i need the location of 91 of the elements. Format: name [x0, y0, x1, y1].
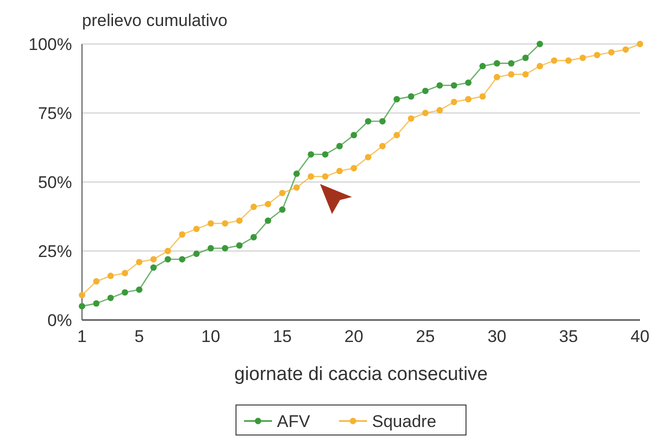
point [178, 256, 186, 262]
x-tick-label: 5 [134, 327, 144, 346]
point [293, 170, 300, 177]
point [394, 96, 400, 102]
point [222, 245, 228, 252]
point [422, 110, 429, 116]
point [436, 107, 443, 114]
x-tick-label: 30 [487, 327, 506, 346]
point [250, 204, 257, 210]
point [322, 151, 328, 158]
point [122, 270, 128, 276]
point [264, 200, 272, 208]
x-tick-label: 40 [630, 327, 650, 346]
point [193, 250, 200, 257]
x-tick-label: 35 [559, 327, 578, 346]
x-tick-label: 20 [344, 327, 364, 346]
legend-label: AFV [277, 412, 311, 431]
point [150, 264, 157, 271]
point [308, 151, 314, 158]
point [450, 82, 458, 89]
point [93, 300, 100, 307]
point [394, 132, 400, 138]
point [494, 74, 500, 80]
point [122, 289, 128, 296]
x-tick-label: 1 [77, 327, 87, 346]
point [322, 173, 328, 180]
point [193, 226, 200, 232]
point [465, 96, 472, 102]
x-tick-label: 25 [416, 327, 435, 346]
point [594, 52, 600, 58]
y-tick-label: 100% [28, 35, 72, 54]
point [208, 245, 214, 252]
point [522, 54, 529, 61]
point [479, 93, 486, 100]
point [350, 132, 358, 138]
point [422, 88, 429, 94]
point [164, 256, 172, 262]
point [408, 115, 414, 122]
point [250, 234, 257, 240]
y-tick-label: 50% [38, 173, 72, 192]
y-tick-label: 25% [38, 242, 72, 261]
point [178, 231, 186, 238]
point [236, 242, 243, 249]
point [408, 93, 414, 100]
y-axis-title: prelievo cumulativo [82, 11, 228, 30]
point [379, 142, 386, 150]
point [522, 71, 529, 78]
x-tick-label: 15 [272, 327, 292, 346]
x-tick-label: 10 [201, 327, 220, 346]
point [550, 57, 558, 64]
point [164, 248, 172, 254]
point [622, 46, 629, 53]
point [78, 292, 86, 298]
point [508, 71, 514, 78]
point [479, 62, 486, 70]
point [536, 62, 544, 70]
point [264, 217, 272, 224]
point [293, 184, 300, 191]
y-tick-label: 75% [38, 104, 72, 123]
point [150, 256, 157, 262]
point [580, 54, 586, 61]
point [508, 60, 514, 67]
point [336, 168, 343, 174]
point [565, 57, 572, 64]
legend-label: Squadre [372, 412, 436, 431]
point [364, 118, 372, 124]
point [608, 49, 615, 56]
point [465, 79, 472, 86]
point [336, 142, 343, 150]
point [107, 272, 114, 280]
point [78, 303, 86, 310]
point [136, 258, 142, 266]
point [236, 217, 243, 224]
point [136, 286, 142, 293]
point [222, 220, 228, 227]
point [450, 98, 458, 106]
point [279, 206, 286, 213]
point [364, 154, 372, 160]
point [379, 118, 386, 124]
point [93, 278, 100, 285]
x-axis-title: giornate di caccia consecutive [234, 364, 488, 385]
point [350, 165, 358, 172]
point [308, 173, 314, 180]
y-tick-label: 0% [47, 311, 72, 330]
point [208, 220, 214, 227]
point [636, 40, 644, 48]
point [494, 60, 500, 67]
point [279, 190, 286, 196]
point [536, 40, 544, 48]
point [436, 82, 443, 89]
point [107, 294, 114, 302]
